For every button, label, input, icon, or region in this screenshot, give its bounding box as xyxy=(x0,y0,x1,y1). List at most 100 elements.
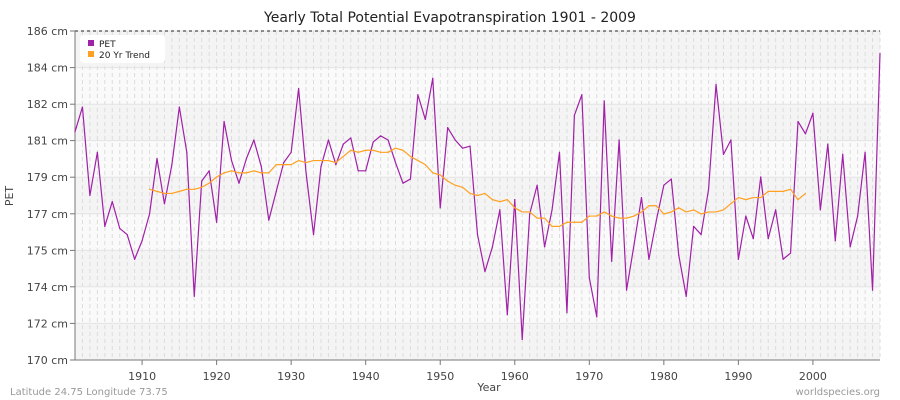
trend-data-point xyxy=(737,196,739,199)
trend-data-point xyxy=(640,211,643,213)
x-tick-label: 1940 xyxy=(352,370,380,383)
trend-data-point xyxy=(283,164,285,166)
pet-data-point xyxy=(745,215,747,217)
pet-data-point xyxy=(558,151,561,153)
trend-data-point xyxy=(260,172,262,174)
pet-data-point xyxy=(476,233,479,236)
trend-data-point xyxy=(201,186,203,188)
pet-data-point xyxy=(551,209,553,211)
y-tick-label: 177 cm xyxy=(27,208,68,221)
pet-data-point xyxy=(141,240,143,242)
legend-label-pet: PET xyxy=(99,40,116,50)
trend-data-point xyxy=(760,196,762,199)
pet-data-point xyxy=(767,238,769,240)
trend-data-point xyxy=(715,211,717,213)
x-tick-label: 1910 xyxy=(128,370,156,383)
trend-data-point xyxy=(581,221,583,223)
legend-swatch-pet xyxy=(88,40,94,46)
trend-data-point xyxy=(782,190,784,192)
pet-data-point xyxy=(625,289,628,291)
pet-data-point xyxy=(871,289,874,291)
pet-data-point xyxy=(223,120,225,123)
trend-data-point xyxy=(514,207,516,209)
trend-data-point xyxy=(745,199,747,201)
trend-data-point xyxy=(409,155,412,158)
pet-data-point xyxy=(678,254,680,256)
trend-data-point xyxy=(156,190,158,192)
trend-data-point xyxy=(454,184,456,186)
pet-data-point xyxy=(491,246,494,248)
pet-data-point xyxy=(521,338,523,341)
pet-data-point xyxy=(342,143,344,145)
x-tick-label: 1930 xyxy=(277,370,305,383)
pet-data-point xyxy=(193,295,195,297)
trend-data-point xyxy=(380,151,382,153)
trend-data-point xyxy=(424,164,426,166)
pet-data-point xyxy=(74,131,76,133)
trend-data-point xyxy=(476,194,479,197)
trend-data-point xyxy=(327,159,330,162)
trend-data-point xyxy=(663,213,665,215)
pet-data-point xyxy=(849,246,851,248)
pet-data-point xyxy=(312,233,315,236)
pet-data-point xyxy=(320,166,322,168)
pet-data-point xyxy=(424,118,426,121)
trend-data-point xyxy=(350,149,352,151)
pet-data-point xyxy=(134,258,136,260)
pet-data-point xyxy=(618,139,620,141)
pet-data-point xyxy=(230,159,233,162)
pet-data-point xyxy=(536,184,538,186)
pet-data-point xyxy=(700,233,702,236)
y-tick-label: 174 cm xyxy=(27,281,68,294)
chart-title: Yearly Total Potential Evapotranspiratio… xyxy=(263,10,636,26)
legend-box xyxy=(80,35,165,63)
trend-data-point xyxy=(730,203,732,205)
trend-data-point xyxy=(625,217,628,219)
pet-data-point xyxy=(372,141,374,143)
trend-data-point xyxy=(417,159,419,162)
pet-data-point xyxy=(447,127,449,129)
trend-data-point xyxy=(178,190,180,192)
trend-data-point xyxy=(573,221,575,223)
pet-data-point xyxy=(283,162,285,164)
trend-data-point xyxy=(208,182,210,184)
legend-swatch-trend xyxy=(88,51,94,57)
trend-data-point xyxy=(365,149,367,151)
trend-data-point xyxy=(678,207,680,209)
pet-data-point xyxy=(603,100,605,102)
trend-data-point xyxy=(290,164,292,166)
pet-data-point xyxy=(834,240,836,242)
trend-data-point xyxy=(268,172,270,174)
y-axis-label: PET xyxy=(3,186,16,207)
pet-data-point xyxy=(760,176,762,178)
pet-data-point xyxy=(275,190,277,192)
trend-data-point xyxy=(238,172,240,174)
pet-data-point xyxy=(663,184,665,186)
pet-data-point xyxy=(514,199,516,201)
pet-data-point xyxy=(469,145,471,147)
trend-data-point xyxy=(216,176,218,178)
pet-data-point xyxy=(290,151,292,153)
trend-data-point xyxy=(722,209,725,211)
trend-data-point xyxy=(752,196,754,199)
footer-location: Latitude 24.75 Longitude 73.75 xyxy=(10,387,168,398)
trend-data-point xyxy=(655,205,657,207)
pet-data-point xyxy=(186,151,188,153)
pet-data-point xyxy=(298,87,300,90)
pet-data-point xyxy=(573,114,575,116)
pet-data-point xyxy=(156,157,158,160)
pet-data-point xyxy=(596,316,598,318)
x-tick-label: 1920 xyxy=(203,370,231,383)
trend-data-point xyxy=(163,192,166,195)
trend-data-point xyxy=(394,147,397,149)
pet-data-point xyxy=(819,209,821,211)
pet-data-point xyxy=(365,170,367,172)
trend-data-point xyxy=(186,188,188,190)
trend-data-point xyxy=(461,186,464,188)
y-tick-label: 186 cm xyxy=(27,25,68,38)
pet-data-point xyxy=(879,53,881,55)
pet-data-point xyxy=(432,77,434,79)
pet-data-point xyxy=(409,178,412,180)
trend-data-point xyxy=(670,211,672,213)
